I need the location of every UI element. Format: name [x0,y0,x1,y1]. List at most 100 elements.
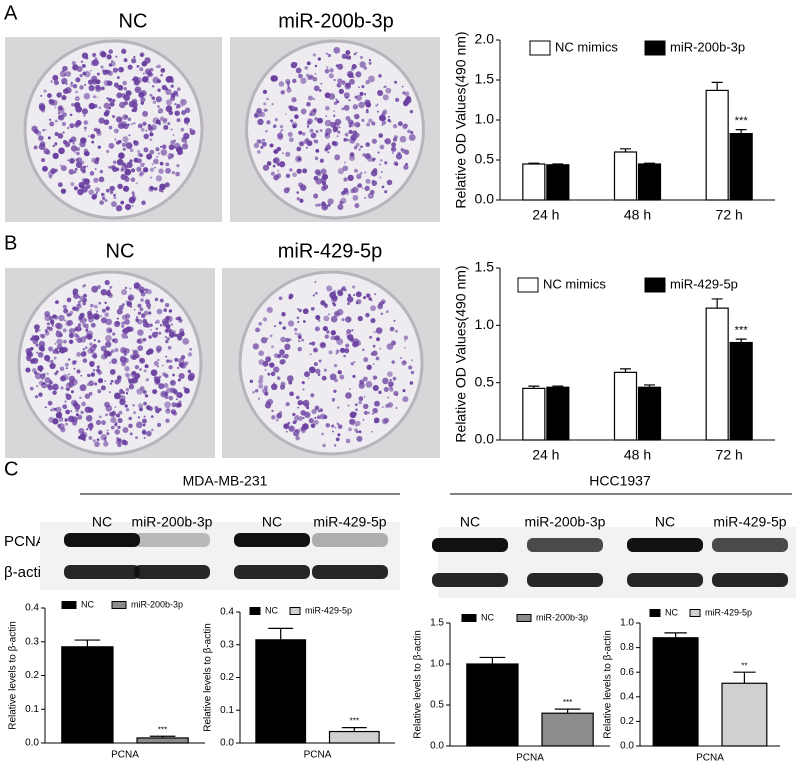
colony [63,74,66,77]
colony [170,79,174,84]
colony [165,105,173,113]
colony [155,65,158,68]
plate-label: NC [119,10,148,32]
colony [90,372,95,377]
colony [91,60,95,64]
colony [76,337,83,344]
colony [106,149,110,154]
colony [266,337,269,340]
colony [298,335,302,340]
colony [325,105,330,111]
colony [309,342,312,345]
colony [325,52,328,55]
colony [324,303,327,307]
colony [140,291,146,297]
colony [44,406,47,409]
colony [368,118,373,123]
colony [317,373,321,376]
colony [289,391,294,397]
legend-label: miR-429-5p [705,607,752,617]
colony [140,298,144,302]
colony [141,418,147,424]
colony [88,380,94,387]
colony [103,111,109,117]
band [234,533,310,547]
colony [295,420,298,423]
colony [165,76,173,83]
colony [117,438,122,443]
colony [274,325,277,328]
colony [149,176,152,179]
colony [392,152,394,154]
colony [106,54,112,60]
colony [266,306,273,314]
colony [136,166,142,172]
colony [266,97,269,101]
colony [365,79,370,85]
colony [92,313,100,320]
colony [126,161,133,169]
colony [123,87,127,91]
colony [291,97,297,103]
colony [372,384,379,392]
colony [258,321,263,326]
colony [116,116,123,123]
error-bar [711,298,723,309]
colony [384,161,388,165]
colony [85,56,89,60]
colony [131,58,137,64]
colony [315,149,320,153]
colony [283,187,290,194]
colony [372,407,378,414]
colony [346,296,354,303]
colony [262,89,268,94]
colony [178,318,183,323]
y-tick-label: 0.0 [25,738,39,749]
colony [358,101,365,109]
colony [361,118,365,122]
colony [357,315,363,322]
colony [276,376,281,381]
colony [307,377,310,380]
colony [344,190,350,196]
colony [287,421,291,425]
y-tick-label: 0.5 [475,373,495,389]
colony [355,430,359,434]
colony [285,401,290,407]
colony [137,149,141,153]
y-tick-label: 0.4 [620,691,634,702]
colony [335,352,338,355]
colony [295,67,302,74]
colony [134,79,137,82]
colony [137,329,144,336]
colony [306,120,312,126]
colony [368,61,372,65]
colony [111,358,118,365]
colony [170,128,173,131]
colony [363,296,367,300]
colony [145,129,148,132]
colony [259,111,266,118]
colony [75,120,82,126]
colony [86,165,89,168]
colony [357,183,363,188]
colony [155,119,161,125]
colony [60,188,67,194]
colony [272,124,277,129]
error-bar [733,671,756,684]
colony [44,377,51,383]
colony [109,101,115,107]
annotation: *** [158,725,167,734]
lane-label: miR-200b-3p [132,514,213,530]
colony [144,394,149,398]
colony [52,418,59,425]
colony [149,138,153,142]
colony [352,194,359,201]
colony [160,390,167,398]
x-tick-label: 24 h [532,207,559,223]
colony [72,84,78,89]
colony [95,84,101,90]
colony [79,396,82,400]
colony [301,132,306,136]
colony [340,197,347,204]
